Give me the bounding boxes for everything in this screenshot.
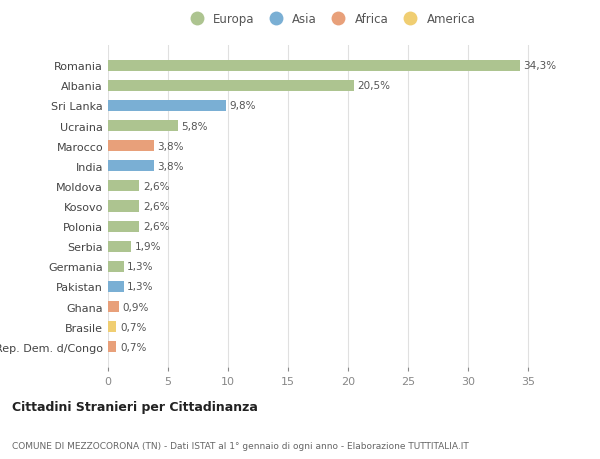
Text: COMUNE DI MEZZOCORONA (TN) - Dati ISTAT al 1° gennaio di ogni anno - Elaborazion: COMUNE DI MEZZOCORONA (TN) - Dati ISTAT … (12, 441, 469, 450)
Bar (108, 81, 354, 92)
Text: 20,5%: 20,5% (358, 81, 391, 91)
Text: 2,6%: 2,6% (143, 202, 169, 212)
Bar (108, 61, 520, 72)
Bar (108, 101, 226, 112)
Text: 2,6%: 2,6% (143, 181, 169, 191)
Legend: Europa, Asia, Africa, America: Europa, Asia, Africa, America (185, 13, 475, 26)
Bar (108, 341, 116, 353)
Text: 0,7%: 0,7% (120, 342, 146, 352)
Bar (108, 321, 116, 332)
Text: 34,3%: 34,3% (523, 61, 556, 71)
Bar (108, 141, 154, 152)
Text: Cittadini Stranieri per Cittadinanza: Cittadini Stranieri per Cittadinanza (12, 400, 258, 413)
Bar (108, 221, 139, 232)
Text: 3,8%: 3,8% (157, 162, 184, 171)
Text: 1,3%: 1,3% (127, 262, 154, 272)
Text: 9,8%: 9,8% (229, 101, 256, 111)
Bar (108, 241, 131, 252)
Bar (108, 201, 139, 212)
Bar (108, 121, 178, 132)
Text: 0,7%: 0,7% (120, 322, 146, 332)
Text: 0,9%: 0,9% (122, 302, 149, 312)
Bar (108, 281, 124, 292)
Text: 5,8%: 5,8% (181, 121, 208, 131)
Bar (108, 261, 124, 272)
Text: 3,8%: 3,8% (157, 141, 184, 151)
Text: 1,3%: 1,3% (127, 282, 154, 292)
Bar (108, 302, 119, 313)
Text: 1,9%: 1,9% (134, 242, 161, 252)
Bar (108, 181, 139, 192)
Bar (108, 161, 154, 172)
Text: 2,6%: 2,6% (143, 222, 169, 232)
